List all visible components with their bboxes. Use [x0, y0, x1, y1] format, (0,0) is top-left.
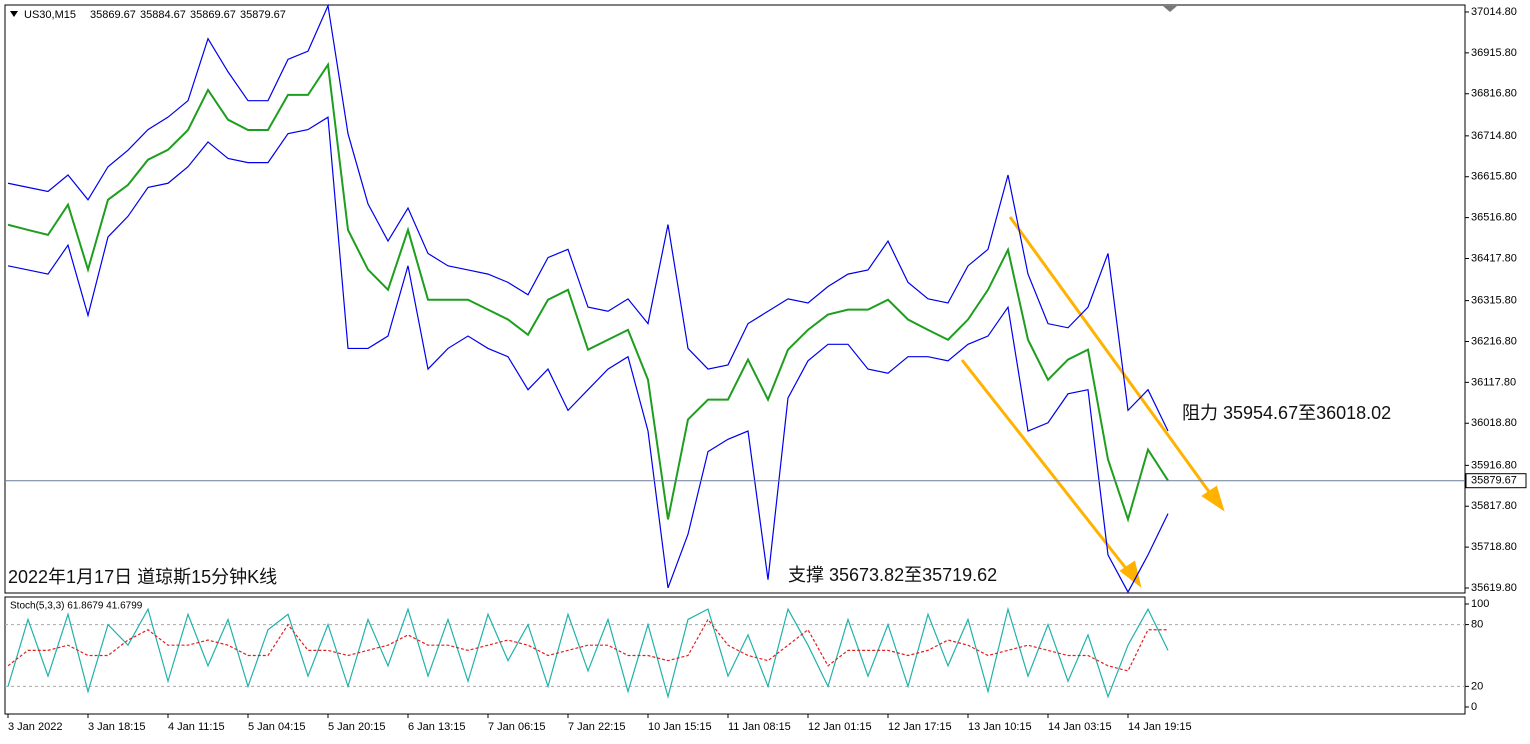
price-line [7, 61, 1169, 523]
y-tick-label: 36216.80 [1471, 335, 1517, 347]
ohlc-value: 35879.67 [240, 9, 286, 21]
x-tick-label: 7 Jan 06:15 [488, 721, 546, 733]
x-tick-label: 3 Jan 2022 [8, 721, 62, 733]
y-tick-label: 36615.80 [1471, 171, 1517, 183]
x-tick-label: 12 Jan 17:15 [888, 721, 952, 733]
x-tick-label: 5 Jan 04:15 [248, 721, 306, 733]
y-tick-label: 36816.80 [1471, 88, 1517, 100]
y-tick-label: 36417.80 [1471, 252, 1517, 264]
y-tick-label: 36714.80 [1471, 130, 1517, 142]
x-tick-label: 13 Jan 10:15 [968, 721, 1032, 733]
stoch-frame [4, 596, 1466, 715]
y-tick-label: 35718.80 [1471, 541, 1517, 553]
x-tick-label: 5 Jan 20:15 [328, 721, 386, 733]
ohlc-value: 35869.67 [90, 9, 136, 21]
stoch-tick-label: 20 [1471, 680, 1483, 692]
x-tick-label: 14 Jan 19:15 [1128, 721, 1192, 733]
x-tick-label: 4 Jan 11:15 [168, 721, 225, 733]
stoch-line [7, 606, 1169, 700]
x-tick-label: 14 Jan 03:15 [1048, 721, 1112, 733]
main-frame [4, 4, 1466, 594]
annotation: 2022年1月17日 道琼斯15分钟K线 [8, 567, 277, 587]
price-line [7, 116, 1169, 594]
annotation: 支撑 35673.82至35719.62 [788, 565, 997, 585]
shift-marker [1163, 6, 1177, 12]
ohlc-value: 35869.67 [190, 9, 236, 21]
x-tick-label: 11 Jan 08:15 [728, 721, 791, 733]
support-line [960, 359, 1134, 577]
x-tick-label: 3 Jan 18:15 [88, 721, 146, 733]
menu-arrow [10, 11, 18, 17]
stoch-line [7, 618, 1168, 672]
stoch-tick-label: 80 [1471, 619, 1483, 631]
x-tick-label: 7 Jan 22:15 [568, 721, 626, 733]
y-tick-label: 36117.80 [1471, 376, 1516, 388]
arrow-head [1201, 485, 1225, 512]
ohlc-value: 35884.67 [140, 9, 186, 21]
stoch-tick-label: 100 [1471, 598, 1489, 610]
x-tick-label: 10 Jan 15:15 [648, 721, 712, 733]
y-tick-label: 37014.80 [1471, 6, 1517, 18]
symbol: US30,M15 [24, 9, 76, 21]
price-line [7, 3, 1169, 432]
x-tick-label: 12 Jan 01:15 [808, 721, 872, 733]
annotation: 阻力 35954.67至36018.02 [1182, 403, 1391, 423]
y-tick-label: 36915.80 [1471, 47, 1517, 59]
y-tick-label: 36315.80 [1471, 295, 1517, 307]
resistance-line [1008, 216, 1217, 501]
y-tick-label: 35817.80 [1471, 500, 1517, 512]
last-price-box [1465, 473, 1527, 489]
stoch-label: Stoch(5,3,3) 61.8679 41.6799 [10, 601, 143, 612]
trend-arrows [960, 216, 1225, 588]
stoch-tick-label: 0 [1471, 701, 1477, 713]
last-price-label: 35879.67 [1471, 475, 1517, 487]
y-tick-label: 36516.80 [1471, 212, 1517, 224]
y-tick-label: 35916.80 [1471, 459, 1517, 471]
x-tick-label: 6 Jan 13:15 [408, 721, 466, 733]
y-tick-label: 35619.80 [1471, 582, 1517, 594]
y-tick-label: 36018.80 [1471, 417, 1517, 429]
